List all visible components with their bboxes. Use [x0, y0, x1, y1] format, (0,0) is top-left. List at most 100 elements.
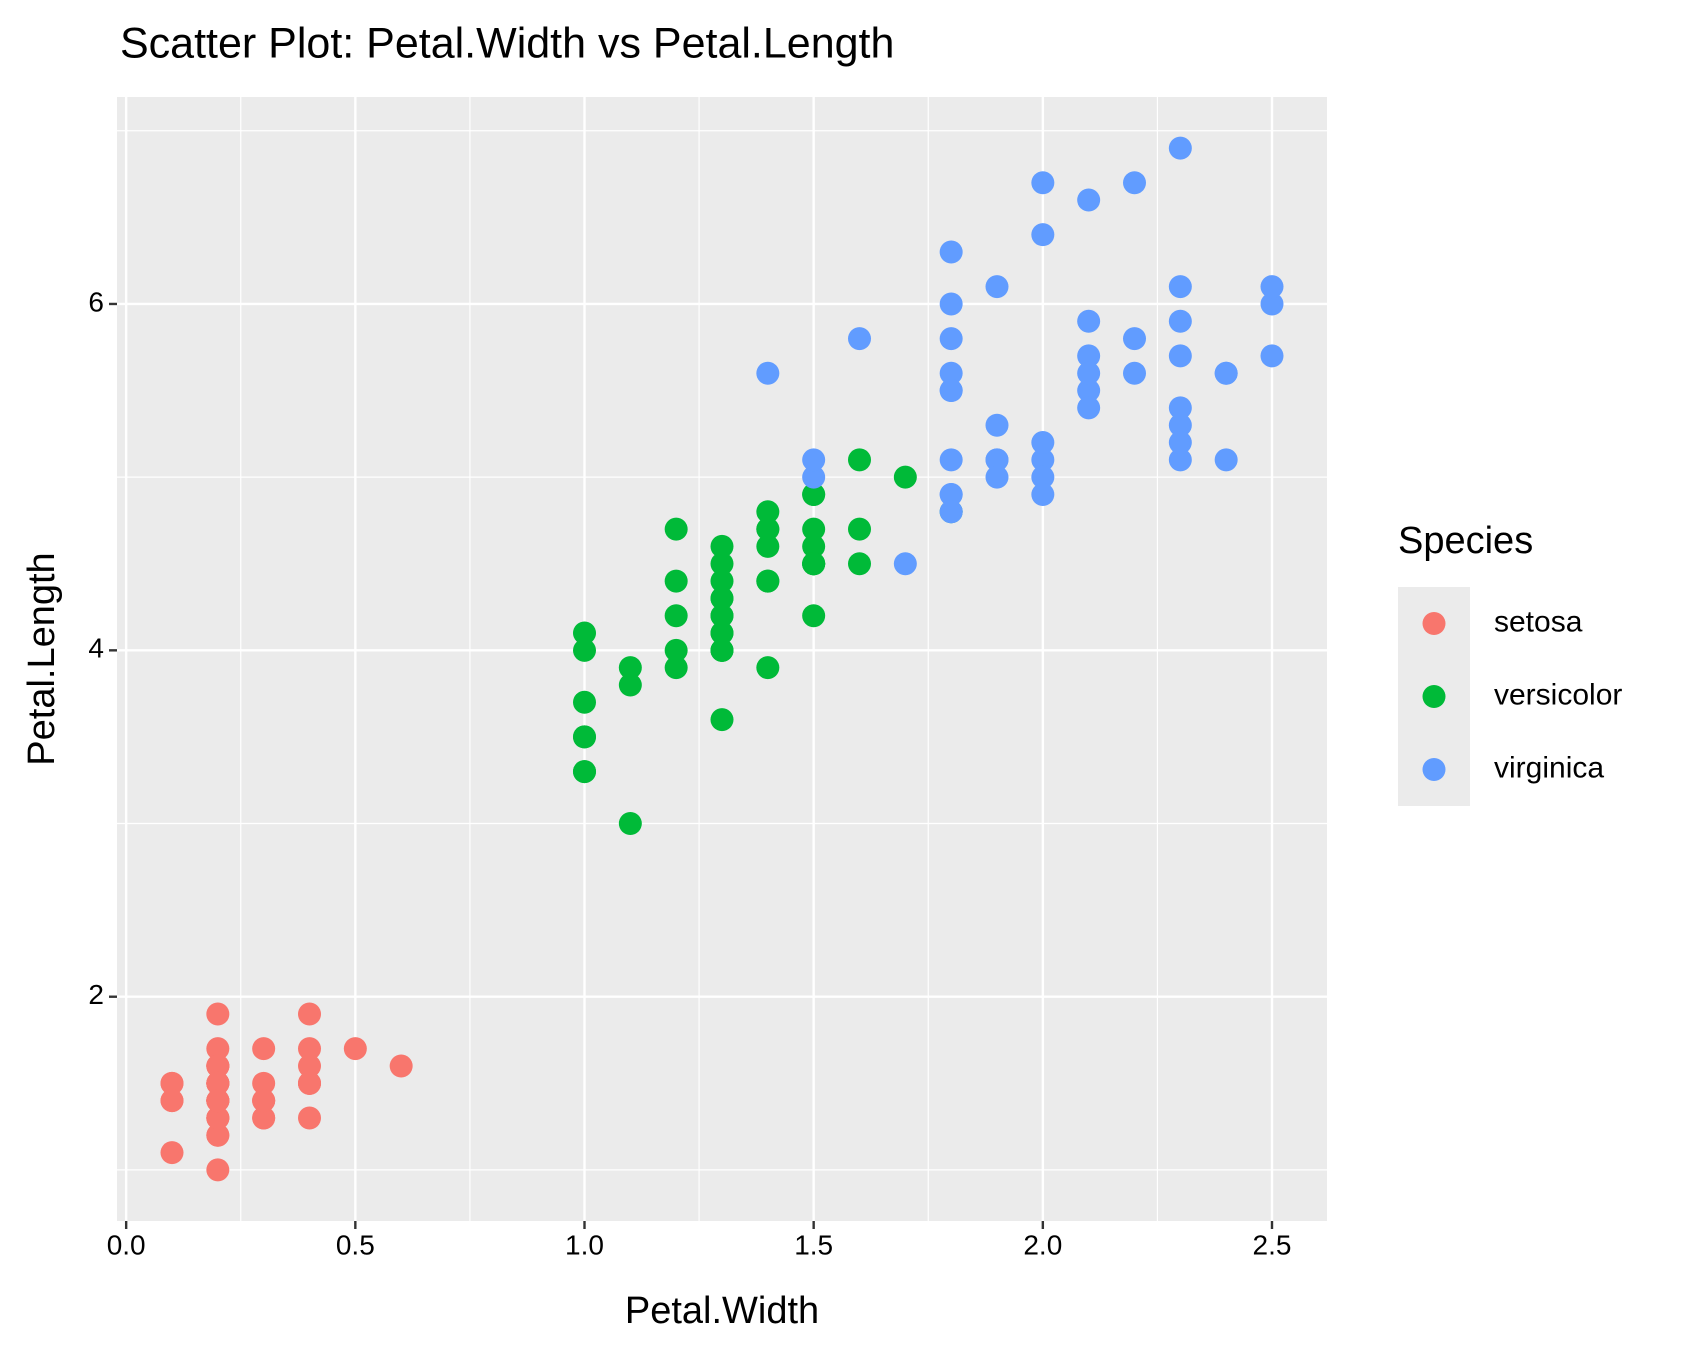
point	[252, 1089, 276, 1113]
legend-marker	[1422, 758, 1446, 781]
point	[1214, 448, 1238, 472]
point	[664, 517, 688, 541]
point	[848, 552, 871, 576]
point	[298, 1037, 321, 1061]
point	[985, 275, 1009, 299]
point	[1031, 465, 1055, 489]
point	[848, 448, 871, 472]
point	[1214, 361, 1238, 385]
point	[298, 1002, 321, 1026]
point	[618, 812, 642, 836]
point	[1077, 309, 1101, 333]
point	[802, 448, 826, 472]
point	[802, 465, 826, 489]
point	[252, 1037, 276, 1061]
point	[802, 552, 826, 576]
x-tick-label: 0.0	[107, 1229, 146, 1260]
point	[802, 534, 826, 558]
point	[298, 1106, 321, 1130]
point	[1077, 379, 1101, 403]
point	[1077, 344, 1101, 368]
point	[298, 1054, 321, 1078]
point	[756, 517, 780, 541]
point	[710, 552, 734, 576]
point	[985, 448, 1009, 472]
point	[206, 1158, 230, 1182]
point	[710, 569, 734, 593]
point	[573, 621, 596, 645]
legend-title: Species	[1398, 520, 1533, 562]
point	[985, 465, 1009, 489]
point	[1123, 171, 1146, 195]
point	[618, 656, 642, 680]
point	[710, 604, 734, 628]
point	[298, 1071, 321, 1095]
point	[939, 448, 963, 472]
point	[710, 708, 734, 732]
point	[756, 656, 780, 680]
point	[1031, 482, 1055, 506]
point	[389, 1054, 413, 1078]
point	[1260, 344, 1284, 368]
point	[160, 1089, 184, 1113]
point	[985, 413, 1009, 437]
point	[160, 1071, 184, 1095]
point	[939, 482, 963, 506]
point	[893, 465, 917, 489]
point	[710, 534, 734, 558]
x-axis-title: Petal.Width	[625, 1290, 819, 1332]
point	[939, 327, 963, 351]
point	[1168, 309, 1192, 333]
point	[206, 1089, 230, 1113]
point	[206, 1123, 230, 1147]
point	[848, 517, 871, 541]
y-tick-label: 6	[88, 286, 104, 317]
point	[756, 500, 780, 524]
point	[573, 690, 596, 714]
point	[1168, 396, 1192, 420]
legend-label: setosa	[1494, 605, 1583, 638]
legend-marker	[1422, 612, 1446, 635]
point	[939, 379, 963, 403]
point	[1031, 223, 1055, 247]
y-axis-title: Petal.Length	[21, 552, 63, 765]
point	[343, 1037, 367, 1061]
point	[939, 240, 963, 264]
point	[802, 517, 826, 541]
point	[206, 1002, 230, 1026]
point	[664, 569, 688, 593]
point	[206, 1106, 230, 1130]
point	[1031, 171, 1055, 195]
point	[802, 482, 826, 506]
point	[1123, 327, 1146, 351]
point	[1168, 431, 1192, 455]
point	[206, 1054, 230, 1078]
x-tick-label: 0.5	[336, 1229, 375, 1260]
point	[206, 1037, 230, 1061]
chart-title: Scatter Plot: Petal.Width vs Petal.Lengt…	[120, 19, 894, 67]
point	[664, 638, 688, 662]
point	[756, 569, 780, 593]
point	[710, 586, 734, 610]
point	[573, 638, 596, 662]
point	[1031, 431, 1055, 455]
point	[1260, 292, 1284, 316]
point	[710, 621, 734, 645]
point	[573, 760, 596, 784]
point	[1077, 361, 1101, 385]
x-tick-label: 1.5	[794, 1229, 833, 1260]
point	[1168, 344, 1192, 368]
point	[252, 1071, 276, 1095]
point	[573, 725, 596, 749]
point	[1077, 396, 1101, 420]
point	[848, 327, 871, 351]
point	[1168, 448, 1192, 472]
point	[1168, 275, 1192, 299]
y-tick-label: 2	[88, 979, 104, 1010]
point	[1123, 361, 1146, 385]
legend-marker	[1422, 685, 1446, 708]
x-tick-label: 2.5	[1253, 1229, 1292, 1260]
point	[939, 500, 963, 524]
point	[1168, 136, 1192, 160]
